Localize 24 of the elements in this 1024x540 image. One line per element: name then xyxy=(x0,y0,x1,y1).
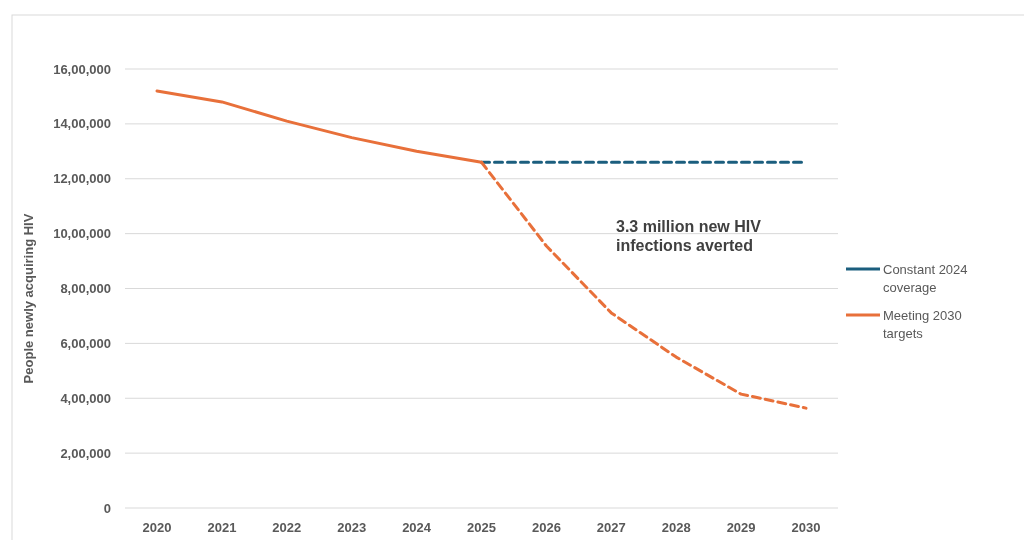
y-axis-title: People newly acquiring HIV xyxy=(21,213,36,384)
y-tick-label: 16,00,000 xyxy=(53,61,111,77)
y-tick-label: 10,00,000 xyxy=(53,226,111,242)
x-tick-label: 2024 xyxy=(402,520,432,535)
annotation: 3.3 million new HIV infections averted xyxy=(616,218,762,254)
x-tick-label: 2030 xyxy=(791,520,821,535)
legend-label: Meeting 2030 targets xyxy=(883,308,962,341)
x-tick-label: 2029 xyxy=(726,520,756,535)
y-tick-label: 4,00,000 xyxy=(60,390,111,406)
y-tick-label: 8,00,000 xyxy=(60,281,111,297)
x-tick-label: 2021 xyxy=(207,520,237,535)
x-tick-label: 2027 xyxy=(596,520,626,535)
x-tick-label: 2020 xyxy=(142,520,172,535)
x-tick-label: 2025 xyxy=(467,520,496,535)
legend-label: Constant 2024 coverage xyxy=(883,262,968,295)
x-tick-label: 2023 xyxy=(337,520,367,535)
y-tick-label: 2,00,000 xyxy=(60,445,111,461)
y-tick-label: 14,00,000 xyxy=(53,116,111,132)
y-tick-label: 12,00,000 xyxy=(53,171,111,187)
x-tick-label: 2022 xyxy=(272,520,302,535)
x-tick-label: 2026 xyxy=(531,520,561,535)
x-tick-label: 2028 xyxy=(661,520,691,535)
y-tick-label: 6,00,000 xyxy=(60,335,111,351)
y-tick-label: 0 xyxy=(103,500,111,516)
